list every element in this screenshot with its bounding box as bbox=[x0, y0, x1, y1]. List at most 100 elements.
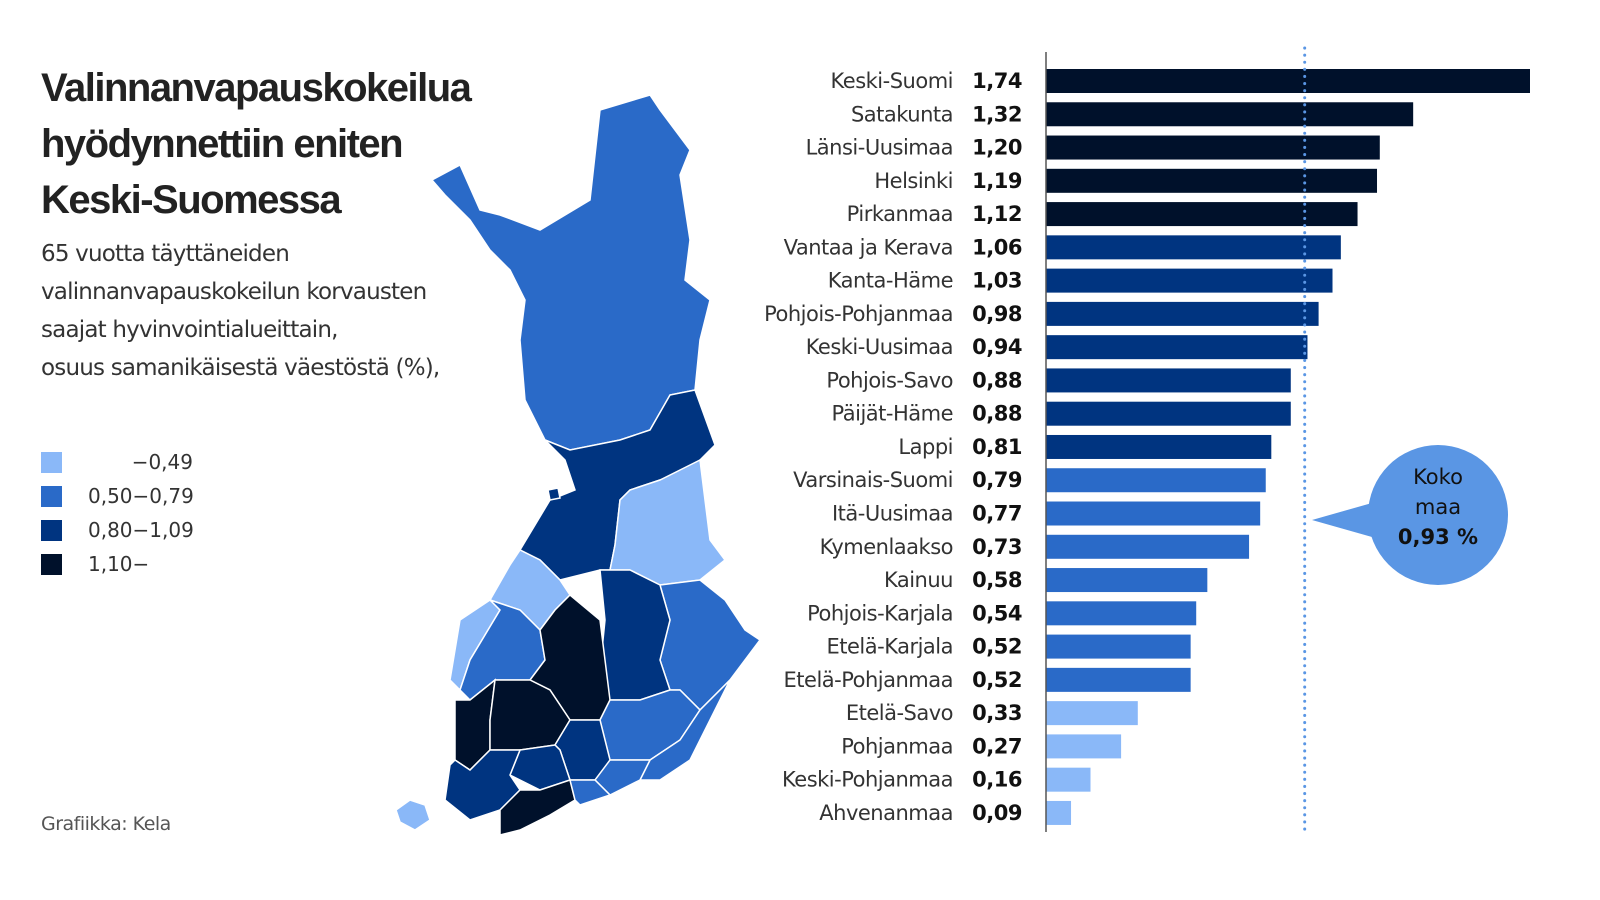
category-label: Helsinki bbox=[874, 169, 953, 193]
value-label: 0,16 bbox=[972, 768, 1022, 792]
category-label: Etelä-Pohjanmaa bbox=[784, 668, 953, 692]
legend-item: 1,10− bbox=[41, 547, 193, 581]
category-label: Itä-Uusimaa bbox=[832, 502, 953, 526]
category-label: Keski-Uusimaa bbox=[806, 335, 953, 359]
bar bbox=[1046, 368, 1291, 393]
category-label: Pirkanmaa bbox=[847, 202, 953, 226]
value-label: 1,19 bbox=[972, 169, 1022, 193]
value-label: 0,79 bbox=[972, 468, 1022, 492]
bar bbox=[1046, 701, 1138, 726]
category-label: Lappi bbox=[898, 435, 953, 459]
region-varsinais-suomi bbox=[444, 749, 522, 821]
bar bbox=[1046, 634, 1191, 659]
category-label: Vantaa ja Kerava bbox=[784, 235, 953, 259]
value-label: 1,74 bbox=[972, 69, 1022, 93]
legend-item: −0,49 bbox=[41, 445, 193, 479]
legend-item: 0,50−0,79 bbox=[41, 479, 194, 513]
legend-item: 0,80−1,09 bbox=[41, 513, 194, 547]
subtitle-line: osuus samanikäisestä väestöstä (%), bbox=[41, 355, 440, 381]
value-label: 0,52 bbox=[972, 668, 1022, 692]
category-label: Keski-Pohjanmaa bbox=[782, 768, 953, 792]
bar bbox=[1046, 434, 1272, 459]
bar bbox=[1046, 667, 1191, 692]
category-label: Etelä-Savo bbox=[846, 701, 953, 725]
bar bbox=[1046, 268, 1333, 293]
credit: Grafiikka: Kela bbox=[41, 813, 171, 835]
bar bbox=[1046, 800, 1072, 825]
bar bbox=[1046, 69, 1530, 93]
bar bbox=[1046, 135, 1380, 160]
bar bbox=[1046, 468, 1266, 493]
value-label: 0,58 bbox=[972, 568, 1022, 592]
value-label: 0,88 bbox=[972, 402, 1022, 426]
bar bbox=[1046, 734, 1122, 759]
bar bbox=[1046, 568, 1208, 593]
legend-swatch bbox=[41, 519, 62, 541]
value-label: 0,33 bbox=[972, 701, 1022, 725]
bar bbox=[1046, 767, 1091, 792]
value-label: 0,88 bbox=[972, 368, 1022, 392]
value-label: 0,27 bbox=[972, 734, 1022, 758]
bar bbox=[1046, 235, 1341, 260]
category-label: Pohjois-Karjala bbox=[807, 601, 953, 625]
callout-line2: maa bbox=[1414, 495, 1462, 519]
island bbox=[547, 487, 561, 501]
value-label: 0,94 bbox=[972, 335, 1022, 359]
region-etela-karjala bbox=[638, 679, 731, 781]
bar bbox=[1046, 202, 1358, 227]
value-label: 1,12 bbox=[972, 202, 1022, 226]
bar bbox=[1046, 501, 1261, 526]
category-label: Pohjanmaa bbox=[841, 734, 953, 758]
category-label: Satakunta bbox=[851, 102, 953, 126]
category-label: Kainuu bbox=[884, 568, 953, 592]
bar bbox=[1046, 102, 1414, 127]
bar bbox=[1046, 168, 1378, 193]
callout-circle bbox=[1368, 445, 1508, 585]
value-label: 1,06 bbox=[972, 235, 1022, 259]
value-label: 1,20 bbox=[972, 136, 1022, 160]
category-label: Varsinais-Suomi bbox=[793, 468, 953, 492]
bar bbox=[1046, 601, 1197, 626]
region-ita-uusimaa bbox=[569, 779, 612, 806]
region-lappi bbox=[430, 94, 711, 451]
subtitle-line: 65 vuotta täyttäneiden bbox=[41, 241, 290, 267]
legend: −0,49 0,50−0,79 0,80−1,09 1,10− bbox=[41, 445, 194, 581]
legend-swatch bbox=[41, 485, 62, 507]
value-label: 0,52 bbox=[972, 635, 1022, 659]
category-label: Kanta-Häme bbox=[828, 269, 953, 293]
value-label: 0,09 bbox=[972, 801, 1022, 825]
legend-label: 1,10− bbox=[88, 552, 150, 576]
category-label: Pohjois-Savo bbox=[826, 368, 953, 392]
bar bbox=[1046, 301, 1319, 326]
region-ahvenanmaa bbox=[395, 799, 431, 831]
category-label: Keski-Suomi bbox=[831, 69, 953, 93]
callout-line1: Koko bbox=[1413, 465, 1463, 489]
subtitle-line: valinnanvapauskokeilun korvausten bbox=[41, 279, 427, 305]
value-label: 1,03 bbox=[972, 269, 1022, 293]
legend-swatch bbox=[41, 553, 62, 575]
category-label: Pohjois-Pohjanmaa bbox=[764, 302, 953, 326]
category-label: Kymenlaakso bbox=[820, 535, 953, 559]
callout-value: 0,93 % bbox=[1397, 525, 1479, 549]
category-label: Ahvenanmaa bbox=[819, 801, 953, 825]
subtitle: 65 vuotta täyttäneiden valinnanvapauskok… bbox=[41, 235, 481, 387]
value-label: 0,81 bbox=[972, 435, 1022, 459]
legend-label: −0,49 bbox=[131, 450, 193, 474]
legend-label: 0,50−0,79 bbox=[88, 484, 194, 508]
value-label: 0,98 bbox=[972, 302, 1022, 326]
legend-label: 0,80−1,09 bbox=[88, 518, 194, 542]
value-label: 0,54 bbox=[972, 601, 1022, 625]
page-title: Valinnanvapauskokeilua hyödynnettiin eni… bbox=[41, 66, 472, 222]
value-label: 0,77 bbox=[972, 502, 1022, 526]
category-label: Päijät-Häme bbox=[832, 402, 953, 426]
category-label: Länsi-Uusimaa bbox=[806, 136, 953, 160]
legend-swatch bbox=[41, 451, 62, 473]
value-label: 0,73 bbox=[972, 535, 1022, 559]
value-label: 1,32 bbox=[972, 102, 1022, 126]
bar bbox=[1046, 401, 1291, 426]
subtitle-line: saajat hyvinvointialueittain, bbox=[41, 317, 338, 343]
bar bbox=[1046, 534, 1250, 559]
finland-map bbox=[395, 94, 762, 836]
category-label: Etelä-Karjala bbox=[826, 635, 953, 659]
